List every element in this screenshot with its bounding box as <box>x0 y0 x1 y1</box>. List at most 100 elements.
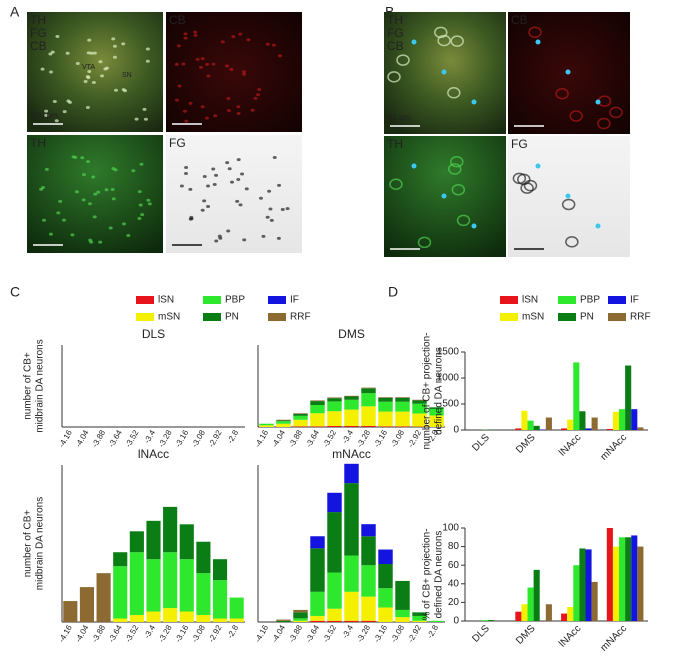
bar-segment <box>146 520 161 560</box>
bar <box>515 428 522 430</box>
legend-swatch <box>203 313 221 321</box>
cell <box>226 229 231 233</box>
bar-segment <box>310 591 325 616</box>
x-tick-label: -2.92 <box>207 428 224 449</box>
legend-label: RRF <box>290 312 311 323</box>
cell <box>184 165 189 169</box>
bar-segment <box>361 387 376 389</box>
bar-segment <box>310 548 325 592</box>
cell <box>74 190 79 194</box>
x-tick-label: lNAcc <box>557 623 583 649</box>
bar-segment <box>344 463 359 484</box>
cell <box>147 202 152 206</box>
bar <box>637 427 644 430</box>
cell <box>143 117 148 121</box>
y-axis-label: number of CB+ projection- <box>422 332 433 449</box>
cell <box>277 183 282 187</box>
bar-segment <box>259 425 274 427</box>
bar <box>619 537 626 621</box>
x-tick-label: -3.88 <box>287 623 304 644</box>
cell <box>85 75 90 79</box>
cell <box>236 105 241 109</box>
cell <box>257 88 262 92</box>
legend-label: lSN <box>522 295 538 306</box>
bar-segment <box>412 400 427 404</box>
x-tick-label: -4.04 <box>270 623 287 644</box>
cell <box>523 179 538 192</box>
x-tick-label: -4.04 <box>270 428 287 449</box>
channel-label: CB <box>387 39 404 53</box>
channel-label: TH <box>30 13 46 27</box>
cell <box>55 35 60 39</box>
cell <box>87 202 92 206</box>
bar-segment <box>378 549 393 565</box>
bar-segment <box>412 403 427 414</box>
cell <box>211 167 216 171</box>
bar-segment <box>293 618 308 621</box>
bar-segment <box>310 405 325 414</box>
channel-label: FG <box>387 26 404 40</box>
cell <box>73 155 78 159</box>
chart-title: DMS <box>338 327 365 341</box>
bar <box>567 607 574 621</box>
cell <box>200 57 205 61</box>
micrograph <box>166 12 302 132</box>
bar-segment <box>412 612 427 616</box>
cell <box>244 187 249 191</box>
cell <box>437 34 451 47</box>
chart-title: DLS <box>142 327 165 341</box>
cell <box>236 158 241 162</box>
cell <box>231 35 236 39</box>
bar <box>521 604 528 621</box>
bar-segment <box>395 580 410 610</box>
cell <box>220 40 225 44</box>
channel-label: TH <box>387 137 403 151</box>
bar-segment <box>412 399 427 401</box>
cell <box>92 51 97 55</box>
cell <box>198 65 203 69</box>
y-tick-label: 40 <box>448 578 460 589</box>
x-tick-label: -4.04 <box>74 623 91 644</box>
x-tick-label: -3.52 <box>321 428 338 449</box>
bar-segment <box>378 588 393 608</box>
cell <box>214 239 219 243</box>
legend-label: mSN <box>522 312 544 323</box>
x-tick-label: mNAcc <box>599 432 630 463</box>
x-tick-label: -3.08 <box>190 428 207 449</box>
x-tick-label: -3.08 <box>389 428 406 449</box>
bar-segment <box>361 393 376 407</box>
marker <box>441 193 447 199</box>
bar-segment <box>79 587 95 622</box>
legend-swatch <box>558 313 576 321</box>
y-tick-label: 80 <box>448 541 460 552</box>
y-tick-label: 60 <box>448 560 460 571</box>
cell <box>609 106 623 119</box>
bar-segment <box>361 620 376 622</box>
bar-segment <box>378 564 393 589</box>
y-axis-label: defined DA neurons <box>434 531 445 619</box>
x-tick-label: -4.16 <box>57 623 74 644</box>
bar-segment <box>327 397 342 399</box>
channel-label: CB <box>511 13 528 27</box>
legend-label: PN <box>580 312 594 323</box>
bar <box>573 362 580 430</box>
cell <box>226 96 231 100</box>
bar <box>567 419 574 430</box>
bar-segment <box>310 426 325 427</box>
cell <box>285 207 290 211</box>
legend-swatch <box>500 296 518 304</box>
bar <box>573 565 580 621</box>
cell <box>253 96 258 100</box>
legend-swatch <box>268 296 286 304</box>
bar-segment <box>361 565 376 597</box>
bar-segment <box>293 620 308 622</box>
bar-segment <box>395 411 410 427</box>
cell <box>241 70 246 74</box>
bar-segment <box>276 423 291 427</box>
cell <box>188 187 193 191</box>
cell <box>268 207 273 211</box>
legend-label: RRF <box>630 312 651 323</box>
cell <box>146 198 151 202</box>
bar-segment <box>196 573 211 616</box>
cell <box>66 99 71 103</box>
